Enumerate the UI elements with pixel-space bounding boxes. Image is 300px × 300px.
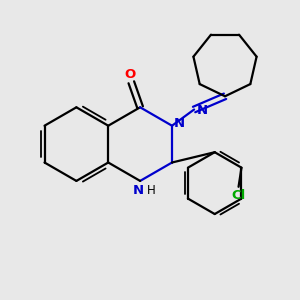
Text: N: N bbox=[174, 117, 185, 130]
Text: N: N bbox=[197, 104, 208, 118]
Text: N: N bbox=[133, 184, 144, 197]
Text: H: H bbox=[147, 184, 156, 197]
Text: Cl: Cl bbox=[231, 189, 246, 202]
Text: O: O bbox=[124, 68, 136, 80]
